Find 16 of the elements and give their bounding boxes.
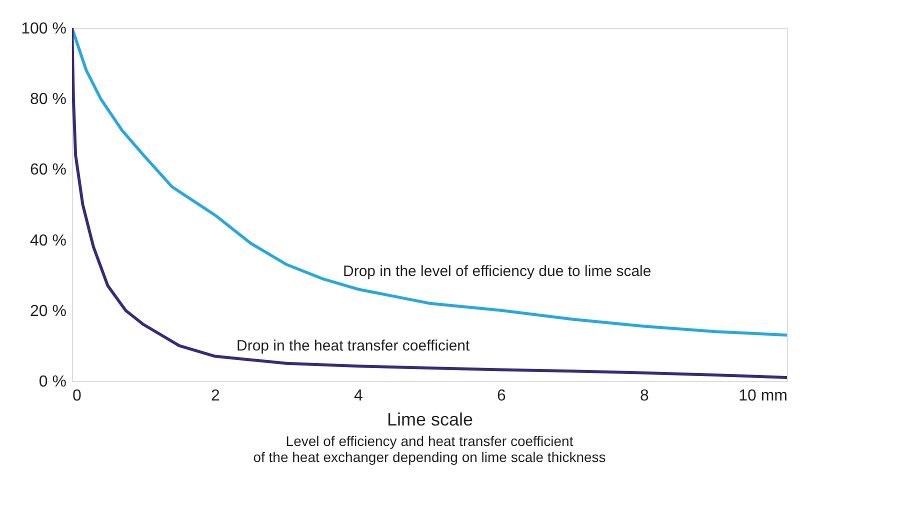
series-label: Drop in the level of efficiency due to lime scale xyxy=(343,263,652,280)
x-tick-label: 0 xyxy=(72,388,82,404)
text: Level of efficiency and heat transfer coefficient of the heat exchanger depending on lime scale thickness xyxy=(253,433,606,465)
y-tick-label: 0 % xyxy=(38,374,66,390)
y-tick-label: 20 % xyxy=(30,302,66,320)
x-tick-label: 2 xyxy=(211,388,220,404)
x-tick-label: 8 xyxy=(640,388,650,404)
x-tick-label: 10 mm xyxy=(738,388,788,404)
y-tick-label: 60 % xyxy=(30,162,66,179)
x-tick-label: 6 xyxy=(497,388,506,404)
y-tick-label: 40 % xyxy=(30,232,66,250)
x-tick-label: 4 xyxy=(354,388,364,404)
y-tick-label: 80 % xyxy=(30,91,66,108)
series-label: Drop in the heat transfer coefficient xyxy=(236,337,471,354)
x-axis-title: Lime scale xyxy=(386,410,474,430)
y-tick-label: 100 % xyxy=(21,20,66,38)
